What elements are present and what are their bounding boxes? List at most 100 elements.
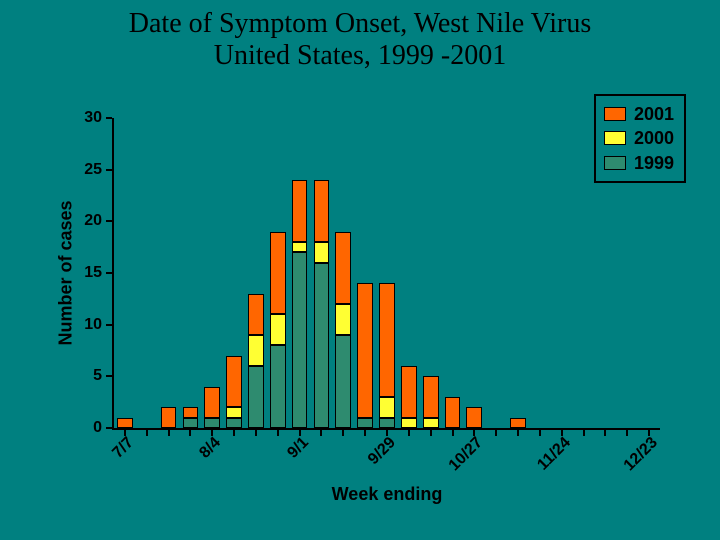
bar-segment-s2001 (117, 418, 133, 428)
bar-segment-s2000 (292, 242, 308, 252)
legend-label: 1999 (634, 151, 674, 175)
x-tick (255, 430, 257, 436)
x-tick (320, 430, 322, 436)
x-tick (583, 430, 585, 436)
bar-segment-s1999 (204, 418, 220, 428)
x-tick-label: 9/29 (365, 434, 400, 469)
slide: Date of Symptom Onset, West Nile Virus U… (0, 0, 720, 540)
y-tick (106, 375, 112, 377)
bar (117, 118, 133, 428)
bar-segment-s1999 (335, 335, 351, 428)
legend-item: 2000 (604, 126, 674, 150)
y-tick-label: 30 (84, 109, 102, 127)
legend-item: 2001 (604, 102, 674, 126)
legend-label: 2001 (634, 102, 674, 126)
x-tick (277, 430, 279, 436)
bar (401, 118, 417, 428)
bar-segment-s2000 (314, 242, 330, 263)
bar-segment-s2001 (445, 397, 461, 428)
bar-segment-s2001 (379, 283, 395, 397)
bar-segment-s1999 (183, 418, 199, 428)
bar-segment-s2001 (161, 407, 177, 428)
bar-segment-s1999 (226, 418, 242, 428)
legend-label: 2000 (634, 126, 674, 150)
bar-segment-s1999 (270, 345, 286, 428)
y-tick-label: 25 (84, 161, 102, 179)
bar (510, 118, 526, 428)
x-tick (430, 430, 432, 436)
y-tick-label: 15 (84, 264, 102, 282)
bar (161, 118, 177, 428)
bar (292, 118, 308, 428)
bar (226, 118, 242, 428)
bar (532, 118, 548, 428)
y-tick (106, 117, 112, 119)
bar (554, 118, 570, 428)
x-tick (626, 430, 628, 436)
y-tick (106, 169, 112, 171)
x-tick (189, 430, 191, 436)
x-tick (146, 430, 148, 436)
chart: Number of cases Week ending 051015202530… (50, 90, 690, 500)
bar-segment-s2001 (335, 232, 351, 304)
bar-segment-s2001 (270, 232, 286, 315)
bar (357, 118, 373, 428)
bar-segment-s2001 (401, 366, 417, 418)
bars-container (114, 118, 660, 428)
y-tick (106, 324, 112, 326)
legend-swatch (604, 131, 626, 145)
bar-segment-s1999 (292, 252, 308, 428)
y-tick-label: 10 (84, 316, 102, 334)
x-axis-label: Week ending (114, 484, 660, 505)
x-tick (364, 430, 366, 436)
x-tick (168, 430, 170, 436)
bar-segment-s2000 (226, 407, 242, 417)
legend-swatch (604, 107, 626, 121)
bar-segment-s2001 (357, 283, 373, 417)
bar (488, 118, 504, 428)
y-tick-label: 5 (93, 367, 102, 385)
bar (466, 118, 482, 428)
x-tick (408, 430, 410, 436)
bar-segment-s1999 (357, 418, 373, 428)
bar-segment-s2001 (248, 294, 264, 335)
bar-segment-s2000 (401, 418, 417, 428)
x-tick-label: 8/4 (197, 434, 225, 462)
x-tick-label: 7/7 (109, 434, 137, 462)
y-tick-label: 20 (84, 212, 102, 230)
bar-segment-s2001 (226, 356, 242, 408)
bar (270, 118, 286, 428)
y-tick (106, 427, 112, 429)
bar (314, 118, 330, 428)
x-tick (517, 430, 519, 436)
x-tick (233, 430, 235, 436)
bar (379, 118, 395, 428)
bar-segment-s2000 (379, 397, 395, 418)
bar-segment-s2000 (270, 314, 286, 345)
y-tick (106, 272, 112, 274)
bar (335, 118, 351, 428)
x-tick (604, 430, 606, 436)
bar (139, 118, 155, 428)
bar (183, 118, 199, 428)
y-tick-label: 0 (93, 419, 102, 437)
bar-segment-s2000 (423, 418, 439, 428)
bar-segment-s2001 (423, 376, 439, 417)
bar-segment-s1999 (379, 418, 395, 428)
bar (445, 118, 461, 428)
x-tick (539, 430, 541, 436)
bar-segment-s2000 (248, 335, 264, 366)
bar-segment-s1999 (248, 366, 264, 428)
bar-segment-s2001 (510, 418, 526, 428)
x-tick-label: 11/24 (534, 434, 574, 474)
bar-segment-s2001 (314, 180, 330, 242)
legend: 200120001999 (594, 94, 686, 183)
legend-swatch (604, 156, 626, 170)
bar-segment-s1999 (314, 263, 330, 428)
x-tick-label: 9/1 (284, 434, 312, 462)
bar-segment-s2001 (183, 407, 199, 417)
plot-area: Number of cases Week ending 051015202530… (112, 118, 660, 430)
x-tick-label: 10/27 (446, 434, 487, 475)
bar-segment-s2001 (204, 387, 220, 418)
x-tick (452, 430, 454, 436)
